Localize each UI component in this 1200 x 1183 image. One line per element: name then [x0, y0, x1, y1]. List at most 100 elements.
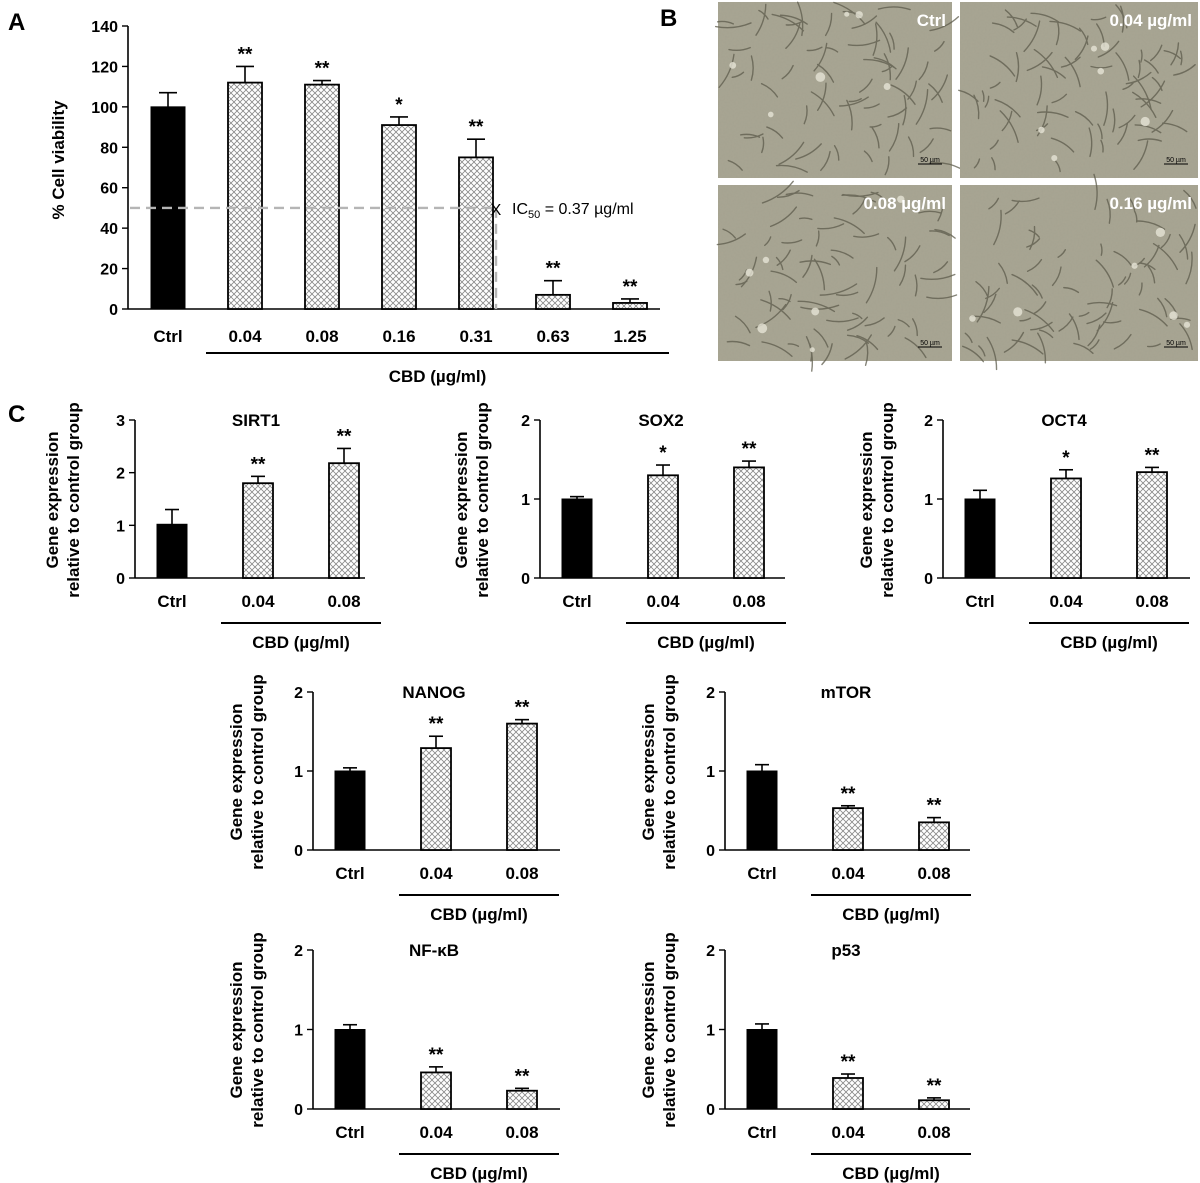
- bar-0.04: [647, 474, 679, 579]
- ic50-label: IC50 = 0.37 µg/ml: [512, 201, 634, 221]
- y-tick-label: 0: [706, 843, 715, 860]
- y-tick-label: 0: [116, 571, 125, 588]
- y-tick-label: 2: [924, 413, 933, 430]
- bar-0.04: [832, 1077, 864, 1110]
- y-axis-label: Gene expression relative to control group: [639, 932, 679, 1128]
- y-tick-label: 20: [100, 262, 118, 279]
- y-tick-label: 2: [706, 943, 715, 960]
- x-axis-label: CBD (µg/ml): [1060, 633, 1158, 652]
- y-tick-label: 2: [521, 413, 530, 430]
- bar-Ctrl: [561, 498, 593, 579]
- bar-0.08: [733, 466, 765, 579]
- y-tick-label: 1: [294, 1023, 303, 1040]
- y-tick-label: 3: [116, 413, 125, 430]
- chart-title: OCT4: [1041, 411, 1087, 430]
- x-tick-label: 0.08: [305, 327, 338, 346]
- significance-label: **: [927, 1076, 942, 1097]
- x-tick-label: 1.25: [613, 327, 646, 346]
- significance-label: **: [429, 714, 444, 735]
- bar-0.04: [242, 482, 274, 579]
- gene-chart-2: 0 1 2 Ctrl * 0.04 ** 0.08 CBD (µg/ml) SOX2 Gene ex…: [452, 402, 786, 652]
- gene-chart-7: 0 1 2 Ctrl ** 0.04 ** 0.08 CBD (µg/ml) p53 Gene ex…: [639, 932, 971, 1183]
- bar-Ctrl: [334, 770, 366, 851]
- cell-strokes: [714, 1, 961, 176]
- y-tick-label: 120: [91, 59, 118, 76]
- micrograph-label: 0.04 µg/ml: [1109, 11, 1192, 30]
- y-axis-label: % Cell viability: [49, 100, 68, 220]
- x-axis-label: CBD (µg/ml): [430, 1164, 528, 1183]
- y-tick-label: 1: [706, 764, 715, 781]
- y-tick-label: 2: [706, 685, 715, 702]
- y-tick-label: 40: [100, 221, 118, 238]
- scale-bar-label: 50 µm: [920, 157, 940, 164]
- bar-0.04: [1050, 477, 1082, 579]
- chart-title: p53: [831, 941, 860, 960]
- bar-0.04: [420, 1071, 452, 1110]
- x-tick-label: 0.63: [536, 327, 569, 346]
- x-tick-label: 0.04: [1049, 592, 1083, 611]
- significance-label: **: [238, 44, 253, 65]
- y-tick-label: 0: [521, 571, 530, 588]
- y-tick-label: 1: [294, 764, 303, 781]
- gene-chart-5: 0 1 2 Ctrl ** 0.04 ** 0.08 CBD (µg/ml) mTOR Gene e…: [639, 674, 971, 924]
- cell-strokes: [716, 180, 958, 372]
- x-tick-label: 0.04: [831, 864, 865, 883]
- bar-0.08: [918, 821, 950, 851]
- micrograph-2: 0.04 µg/ml 50 µm: [958, 2, 1198, 178]
- panel-c: C 0 1 2 3 Ctrl ** 0.04 ** 0.08 CBD (µg/ml) SIRT1 Ge…: [8, 401, 1190, 1183]
- significance-label: **: [927, 796, 942, 817]
- x-tick-label: 0.04: [228, 327, 262, 346]
- x-tick-label: 0.16: [382, 327, 415, 346]
- bar-0.08: [1136, 471, 1168, 579]
- chart-title: NF-κB: [409, 941, 459, 960]
- chart-title: mTOR: [821, 683, 872, 702]
- x-axis-label: CBD (µg/ml): [430, 905, 528, 924]
- cell-bodies: [969, 227, 1191, 328]
- y-tick-label: 1: [924, 492, 933, 509]
- x-axis-label: CBD (µg/ml): [657, 633, 755, 652]
- y-tick-label: 80: [100, 140, 118, 157]
- significance-label: **: [515, 1066, 530, 1087]
- x-tick-label: Ctrl: [153, 327, 182, 346]
- significance-label: **: [337, 426, 352, 447]
- bar-Ctrl: [746, 1029, 778, 1110]
- y-tick-label: 60: [100, 181, 118, 198]
- significance-label: **: [546, 259, 561, 280]
- significance-label: **: [251, 454, 266, 475]
- cell-strokes: [958, 4, 1196, 173]
- y-axis-label: Gene expression relative to control group: [227, 674, 267, 870]
- chart-title: SIRT1: [232, 411, 280, 430]
- x-tick-label: Ctrl: [747, 864, 776, 883]
- x-tick-label: 0.08: [732, 592, 765, 611]
- ic50-marker: X: [491, 202, 502, 219]
- y-tick-label: 0: [294, 843, 303, 860]
- bar-1.25: [612, 302, 648, 310]
- x-tick-label: Ctrl: [335, 864, 364, 883]
- x-tick-label: 0.08: [327, 592, 360, 611]
- y-tick-label: 1: [706, 1023, 715, 1040]
- x-tick-label: 0.31: [459, 327, 492, 346]
- significance-label: **: [1145, 445, 1160, 466]
- y-tick-label: 0: [294, 1102, 303, 1119]
- x-tick-label: Ctrl: [562, 592, 591, 611]
- panel-letter-c: C: [8, 401, 25, 428]
- gene-chart-6: 0 1 2 Ctrl ** 0.04 ** 0.08 CBD (µg/ml) NF-κB Gene …: [227, 932, 560, 1183]
- cell-bodies: [1038, 42, 1150, 162]
- y-tick-label: 1: [116, 518, 125, 535]
- x-tick-label: 0.04: [419, 864, 453, 883]
- gene-chart-3: 0 1 2 Ctrl * 0.04 ** 0.08 CBD (µg/ml) OCT4 Gene ex…: [857, 402, 1190, 652]
- y-axis-label: Gene expression relative to control group: [639, 674, 679, 870]
- ic50-annotation: X IC50 = 0.37 µg/ml: [130, 201, 634, 309]
- viability-bars: 0 20 40 60 80 100 120 140 Ctrl ** 0.04 ** 0.08 * 0.16 *…: [49, 19, 669, 386]
- x-tick-label: 0.08: [917, 864, 950, 883]
- cell-bodies: [729, 11, 891, 118]
- bar-Ctrl: [334, 1029, 366, 1110]
- bar-0.04: [227, 81, 263, 310]
- x-tick-label: 0.08: [917, 1123, 950, 1142]
- x-axis-label: CBD (µg/ml): [842, 905, 940, 924]
- bar-0.08: [304, 83, 340, 310]
- micrograph-3: 0.08 µg/ml 50 µm: [716, 180, 958, 372]
- significance-label: *: [395, 95, 403, 116]
- gene-chart-4: 0 1 2 Ctrl ** 0.04 ** 0.08 CBD (µg/ml) NANOG Gene …: [227, 674, 560, 924]
